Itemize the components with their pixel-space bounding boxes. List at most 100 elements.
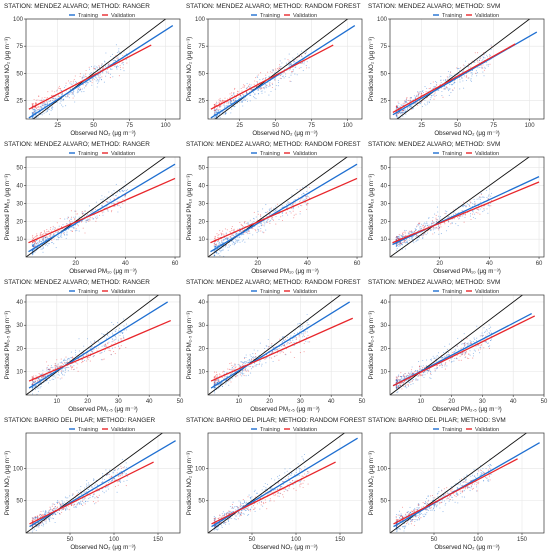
validation-point	[102, 359, 104, 361]
validation-point	[290, 351, 292, 353]
training-point	[244, 99, 246, 101]
validation-point	[220, 105, 222, 107]
validation-point	[94, 78, 96, 80]
training-point	[32, 252, 34, 254]
validation-point	[31, 239, 33, 241]
training-point	[53, 378, 55, 380]
training-point	[459, 81, 461, 83]
training-point	[102, 71, 104, 73]
validation-point	[57, 366, 59, 368]
training-point	[76, 92, 78, 94]
training-point	[400, 104, 402, 106]
training-point	[111, 321, 113, 324]
training-point	[227, 249, 229, 251]
validation-point	[229, 93, 231, 95]
validation-point	[235, 375, 237, 377]
validation-point	[242, 93, 244, 95]
training-point	[292, 57, 294, 59]
training-point	[287, 342, 289, 344]
validation-point	[409, 100, 411, 102]
x-tick-label: 30	[115, 399, 122, 405]
chart-panel-8: STATION: MENDEZ ALVARO; METHOD: RANDOM F…	[186, 279, 366, 413]
training-point	[268, 76, 270, 78]
training-point	[219, 243, 221, 245]
validation-point	[233, 88, 236, 90]
training-point	[62, 224, 64, 226]
training-point	[253, 220, 255, 223]
validation-point	[400, 243, 402, 245]
training-point	[240, 234, 242, 236]
validation-point	[299, 352, 301, 354]
training-point	[422, 365, 424, 367]
training-point	[47, 108, 49, 110]
training-point	[42, 104, 44, 106]
validation-point	[82, 227, 84, 229]
validation-point	[397, 113, 399, 115]
training-point	[63, 360, 65, 362]
y-axis-label: Predicted NO₂ (μg m⁻³)	[4, 37, 11, 102]
training-point	[70, 230, 72, 232]
validation-point	[31, 383, 33, 385]
validation-point	[44, 232, 46, 235]
y-tick-label: 75	[380, 44, 387, 50]
validation-point	[298, 56, 301, 58]
training-point	[245, 375, 247, 377]
training-point	[58, 374, 60, 376]
training-point	[118, 327, 121, 329]
validation-point	[109, 350, 111, 352]
training-point	[34, 115, 36, 117]
training-point	[273, 69, 275, 71]
validation-point	[291, 71, 293, 73]
training-point	[272, 346, 274, 348]
training-point	[236, 241, 238, 243]
training-point	[260, 90, 262, 92]
training-point	[72, 92, 74, 94]
validation-point	[428, 88, 430, 90]
training-point	[225, 237, 227, 239]
validation-point	[405, 240, 407, 242]
validation-point	[218, 99, 220, 101]
validation-point	[402, 231, 404, 233]
training-point	[213, 387, 215, 389]
validation-point	[254, 80, 256, 82]
x-tick-label: 75	[126, 123, 133, 129]
training-point	[225, 105, 228, 107]
validation-point	[270, 207, 272, 209]
training-point	[66, 234, 68, 236]
training-point	[38, 377, 40, 379]
validation-fit-line	[392, 181, 540, 244]
training-point	[223, 239, 225, 241]
validation-point	[50, 234, 52, 236]
training-point	[440, 80, 442, 82]
validation-point	[309, 186, 311, 188]
training-point	[262, 231, 264, 233]
validation-point	[98, 214, 101, 216]
training-point	[247, 222, 249, 224]
validation-point	[240, 365, 242, 368]
validation-point	[292, 203, 294, 205]
legend-validation-label: Validation	[111, 13, 135, 19]
training-point	[216, 111, 218, 113]
training-point	[106, 331, 109, 333]
training-point	[418, 361, 420, 363]
training-point	[256, 75, 258, 77]
validation-point	[31, 236, 34, 238]
y-tick-label: 25	[198, 99, 205, 105]
plot-background	[208, 19, 362, 119]
training-point	[481, 55, 483, 57]
training-point	[258, 362, 260, 364]
training-point	[85, 353, 88, 355]
validation-point	[227, 98, 229, 100]
training-point	[444, 85, 446, 87]
validation-point	[226, 229, 228, 231]
training-point	[403, 241, 405, 243]
y-tick-label: 75	[16, 44, 23, 50]
plot-area	[26, 157, 176, 257]
training-point	[398, 245, 400, 247]
training-point	[68, 357, 70, 359]
training-point	[488, 324, 490, 326]
x-tick-label: 100	[161, 123, 172, 129]
training-point	[395, 115, 397, 117]
training-point	[257, 93, 259, 95]
training-point	[49, 379, 51, 381]
